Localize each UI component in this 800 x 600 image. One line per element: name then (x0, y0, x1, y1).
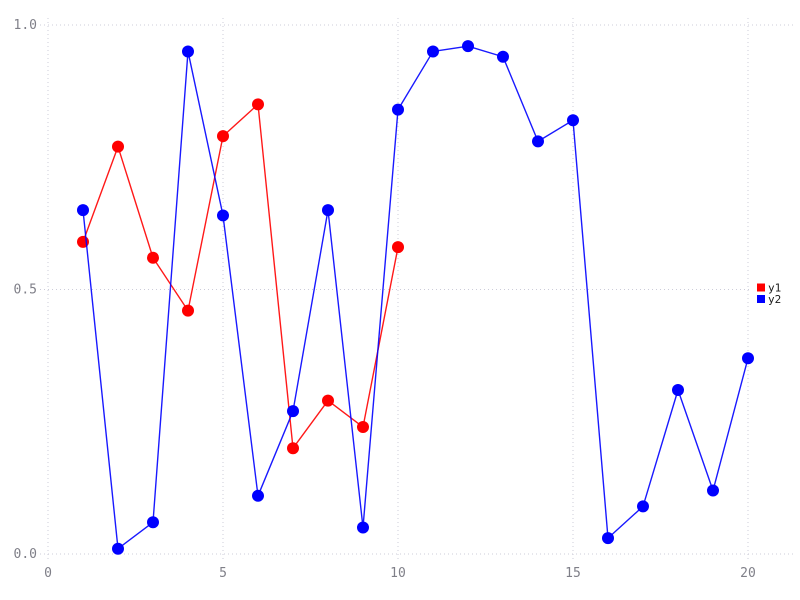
y-tick-label-0.0: 0.0 (14, 547, 37, 562)
x-tick-label-15: 15 (565, 566, 581, 581)
data-point-y2-x17 (637, 500, 649, 513)
legend-swatch-y2 (757, 295, 765, 303)
data-point-y2-x3 (147, 516, 159, 529)
data-point-y2-x12 (462, 40, 474, 53)
data-point-y1-x7 (287, 442, 299, 455)
data-point-y1-x10 (392, 241, 404, 254)
legend-label-y2: y2 (768, 293, 781, 306)
data-point-y2-x7 (287, 405, 299, 418)
data-point-y1-x6 (252, 98, 264, 111)
data-point-y1-x5 (217, 130, 229, 143)
data-point-y2-x15 (567, 114, 579, 127)
x-tick-label-5: 5 (219, 566, 227, 581)
data-point-y2-x19 (707, 484, 719, 497)
data-point-y2-x1 (77, 204, 89, 217)
data-point-y1-x9 (357, 421, 369, 434)
x-tick-label-20: 20 (740, 566, 756, 581)
data-point-y2-x10 (392, 103, 404, 116)
data-point-y1-x3 (147, 251, 159, 264)
data-point-y2-x8 (322, 204, 334, 217)
data-point-y2-x6 (252, 489, 264, 502)
data-point-y2-x18 (672, 384, 684, 397)
data-point-y2-x2 (112, 542, 124, 555)
data-point-y2-x9 (357, 521, 369, 534)
data-point-y1-x2 (112, 140, 124, 153)
y-tick-label-0.5: 0.5 (14, 283, 37, 298)
data-point-y1-x4 (182, 304, 194, 317)
series-line-y1 (82, 103, 399, 449)
x-tick-label-10: 10 (390, 566, 406, 581)
x-tick-label-0: 0 (44, 566, 52, 581)
data-point-y1-x8 (322, 394, 334, 407)
data-point-y2-x4 (182, 45, 194, 58)
y-tick-label-1.0: 1.0 (14, 18, 37, 33)
series-line-y2 (82, 45, 749, 550)
data-point-y2-x20 (742, 352, 754, 365)
data-point-y2-x16 (602, 532, 614, 545)
data-point-y2-x11 (427, 45, 439, 58)
data-point-y2-x14 (532, 135, 544, 148)
data-point-y2-x13 (497, 50, 509, 63)
legend-swatch-y1 (757, 283, 765, 292)
data-point-y2-x5 (217, 209, 229, 222)
legend-label-y1: y1 (768, 282, 781, 295)
